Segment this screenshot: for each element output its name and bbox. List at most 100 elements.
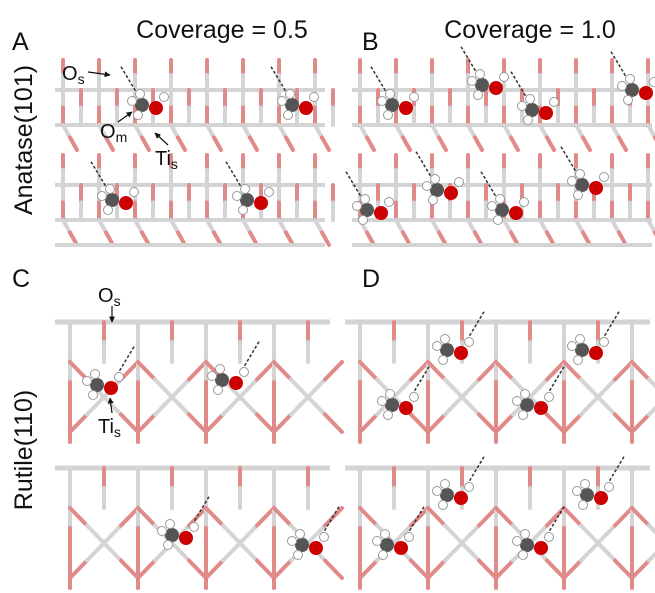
- atom-c: [430, 183, 444, 197]
- atom-c: [440, 343, 454, 357]
- bond: [360, 415, 377, 433]
- site-label: Os: [62, 63, 85, 87]
- atom-h: [605, 483, 614, 492]
- bond: [138, 508, 155, 526]
- atom-o: [399, 101, 413, 115]
- bond: [70, 138, 77, 151]
- atom-h: [410, 93, 419, 102]
- panel-letter: B: [362, 28, 379, 56]
- bond: [439, 138, 446, 151]
- bond: [257, 362, 274, 380]
- atom-h: [568, 177, 577, 186]
- atom-h: [233, 192, 242, 201]
- bond: [286, 138, 293, 151]
- atom-o: [534, 401, 548, 415]
- bond: [291, 397, 308, 415]
- bond: [189, 415, 206, 433]
- bond: [172, 543, 189, 561]
- atom-h: [378, 97, 387, 106]
- bond: [564, 561, 581, 579]
- bond: [155, 397, 172, 415]
- atom-h: [626, 75, 635, 84]
- bond: [649, 397, 655, 415]
- bond: [649, 526, 655, 544]
- bond: [394, 380, 411, 398]
- atom-h: [468, 77, 477, 86]
- panel-letter: C: [12, 265, 30, 293]
- bond: [445, 543, 462, 561]
- atom-h: [216, 365, 225, 374]
- figure: A B C D Coverage = 0.5 Coverage = 1.0 An…: [0, 0, 655, 593]
- atom-h: [500, 73, 509, 82]
- bond: [649, 543, 655, 561]
- atom-c: [360, 203, 374, 217]
- atom-h: [381, 530, 390, 539]
- atom-h: [288, 537, 297, 546]
- atom-o: [589, 346, 603, 360]
- bond: [325, 415, 342, 433]
- atom-o: [639, 86, 653, 100]
- bond: [598, 543, 615, 561]
- atom-h: [284, 111, 293, 120]
- atom-h: [164, 541, 173, 550]
- bond: [240, 526, 257, 544]
- bond: [598, 380, 615, 398]
- atom-h: [310, 93, 319, 102]
- bond: [223, 526, 240, 544]
- bond: [250, 138, 257, 151]
- atom-h: [476, 70, 485, 79]
- bond: [360, 508, 377, 526]
- bond: [445, 397, 462, 415]
- bond: [411, 362, 428, 380]
- atom-h: [568, 342, 577, 351]
- bond: [462, 526, 479, 544]
- bond: [445, 380, 462, 398]
- bond: [581, 543, 598, 561]
- bond: [206, 508, 223, 526]
- atom-h: [545, 393, 554, 402]
- site-label: Tis: [98, 416, 121, 440]
- atom-h: [386, 90, 395, 99]
- atom-h: [98, 192, 107, 201]
- atom-o: [179, 531, 193, 545]
- row-label: Rutile(110): [10, 390, 38, 510]
- atom-h: [433, 487, 442, 496]
- bond: [475, 138, 482, 151]
- bond: [178, 138, 185, 151]
- bond: [223, 397, 240, 415]
- bond: [428, 415, 445, 433]
- atom-h: [431, 175, 440, 184]
- atom-o: [454, 346, 468, 360]
- atom-c: [525, 103, 539, 117]
- atom-h: [526, 95, 535, 104]
- atom-o: [374, 206, 388, 220]
- bond: [291, 380, 308, 398]
- atom-h: [91, 370, 100, 379]
- bond: [598, 397, 615, 415]
- atom-h: [521, 530, 530, 539]
- row-label: Anatase(101): [10, 65, 38, 215]
- bond: [511, 138, 518, 151]
- atom-h: [519, 411, 528, 420]
- bond: [189, 362, 206, 380]
- bond: [615, 415, 632, 433]
- atom-h: [190, 523, 199, 532]
- atom-h: [130, 188, 139, 197]
- bond: [479, 508, 496, 526]
- atom-o: [509, 206, 523, 220]
- atom-c: [380, 538, 394, 552]
- atom-h: [208, 372, 217, 381]
- bond: [257, 415, 274, 433]
- bond: [564, 508, 581, 526]
- atom-c: [475, 78, 489, 92]
- atom-c: [105, 193, 119, 207]
- bond: [360, 362, 377, 380]
- bond: [496, 508, 513, 526]
- bond: [479, 561, 496, 579]
- atom-h: [474, 91, 483, 100]
- bond: [70, 561, 87, 579]
- atom-c: [520, 538, 534, 552]
- bond: [632, 508, 649, 526]
- bond: [632, 362, 649, 380]
- bond: [240, 397, 257, 415]
